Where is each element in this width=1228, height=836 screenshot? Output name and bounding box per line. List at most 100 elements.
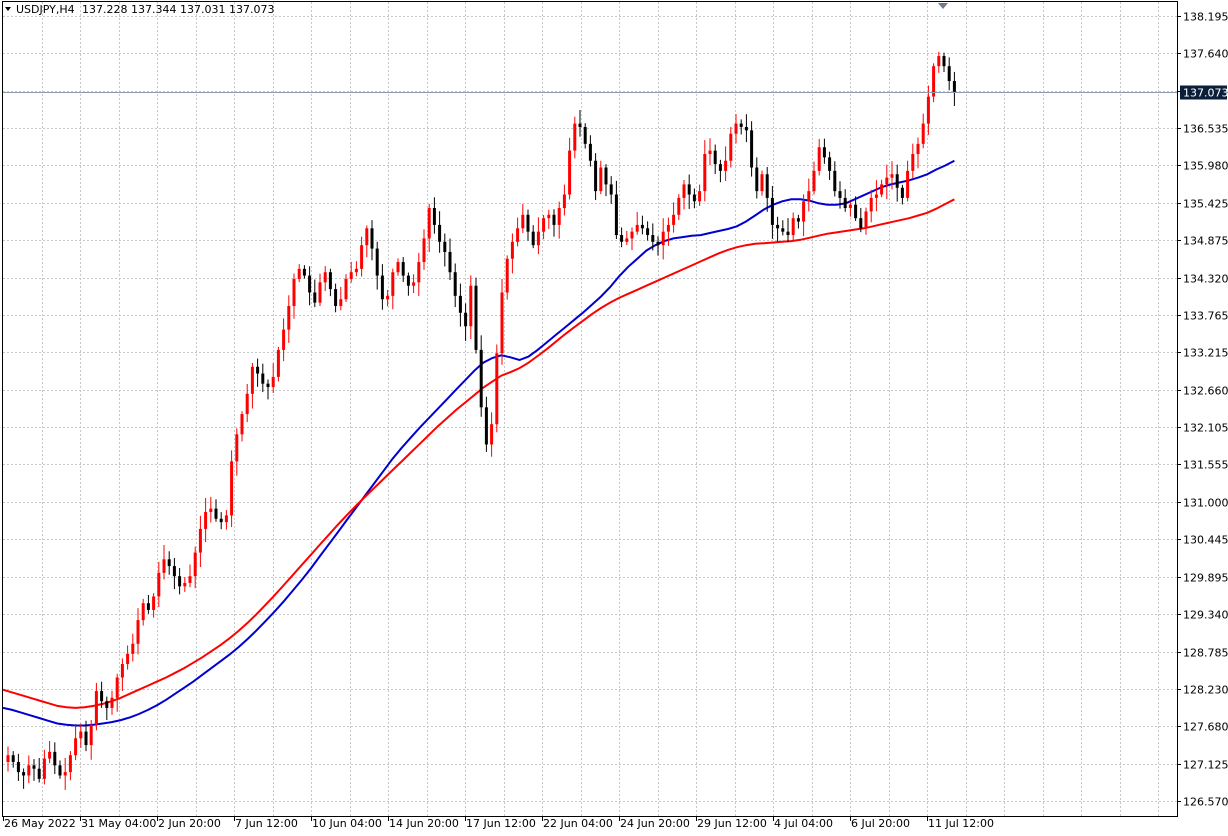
candle	[188, 564, 192, 588]
candle-body	[864, 211, 868, 229]
candle-body	[464, 312, 468, 327]
candle-body	[552, 214, 556, 225]
candle	[120, 658, 124, 691]
candle	[443, 233, 447, 267]
candle	[375, 241, 379, 290]
candle-body	[640, 224, 644, 229]
y-tick-label: 132.105	[1183, 422, 1228, 435]
candle-body	[188, 576, 192, 583]
y-tick-label: 130.445	[1183, 534, 1228, 547]
candle	[406, 272, 410, 296]
candle	[276, 346, 280, 382]
chart-shift-marker-icon[interactable]	[938, 3, 948, 9]
candle-body	[63, 772, 67, 776]
candle	[84, 720, 88, 752]
candle	[48, 740, 52, 764]
candle-body	[141, 603, 145, 621]
candle-body	[765, 174, 769, 198]
candle	[505, 255, 509, 300]
candle-body	[313, 292, 317, 303]
time-axis[interactable]: 26 May 2022 31 May 04:00 2 Jun 20:00 7 Jun …	[3, 816, 994, 830]
candle	[802, 194, 806, 237]
candle-body	[895, 174, 899, 188]
candle-body	[172, 566, 176, 577]
candle	[750, 121, 754, 177]
chevron-down-icon[interactable]	[5, 7, 11, 11]
candle	[635, 211, 639, 235]
candle	[848, 201, 852, 217]
candle-body	[89, 724, 93, 746]
candle	[245, 383, 249, 423]
candle	[178, 568, 182, 595]
candle	[115, 673, 119, 712]
candle	[308, 266, 312, 306]
candle	[859, 207, 863, 233]
candle-body	[261, 373, 265, 384]
candle	[822, 138, 826, 164]
candle-body	[240, 414, 244, 435]
candle	[349, 261, 353, 283]
candle-body	[926, 96, 930, 124]
x-tick-label: 26 May 2022	[4, 817, 76, 830]
price-axis[interactable]: 138.195137.640137.085136.535135.980135.4…	[1177, 11, 1228, 809]
candle	[620, 227, 624, 248]
candle-body	[890, 174, 894, 178]
candle-body	[703, 153, 707, 192]
candle-body	[786, 231, 790, 236]
candle-body	[635, 224, 639, 232]
candle-body	[859, 218, 863, 229]
ma-fast-line	[2, 159, 955, 727]
candle	[6, 746, 10, 772]
candle	[516, 217, 520, 247]
candle-body	[516, 228, 520, 242]
candle	[63, 757, 67, 790]
candle-body	[53, 751, 57, 766]
x-tick-label: 14 Jun 20:00	[389, 817, 459, 830]
candle	[739, 119, 743, 135]
candle	[89, 720, 93, 760]
candle-body	[802, 201, 806, 222]
candle	[53, 742, 57, 774]
candle	[328, 268, 332, 297]
candle-body	[505, 258, 509, 293]
y-tick-label: 136.535	[1183, 123, 1228, 136]
candle	[287, 295, 291, 343]
candle-body	[152, 596, 156, 610]
candle-body	[651, 235, 655, 242]
candle-body	[947, 66, 951, 82]
y-tick-label: 133.215	[1183, 347, 1228, 360]
candle	[526, 209, 530, 241]
candle-body	[100, 691, 104, 702]
candle-body	[490, 424, 494, 445]
price-tag-label: 137.073	[1183, 87, 1228, 100]
candle	[323, 266, 327, 291]
candle-body	[594, 160, 598, 192]
candle	[604, 164, 608, 197]
candle-body	[583, 126, 587, 144]
candle-body	[755, 167, 759, 192]
candle	[152, 593, 156, 618]
price-tag-background	[1180, 85, 1227, 100]
candle	[209, 496, 213, 523]
candle-body	[48, 751, 52, 759]
candle-body	[791, 218, 795, 236]
x-tick-label: 2 Jun 20:00	[158, 817, 221, 830]
candle	[708, 138, 712, 166]
candle-body	[536, 231, 540, 246]
candle-body	[630, 231, 634, 239]
candle	[874, 180, 878, 212]
candle	[464, 303, 468, 341]
x-tick-label: 6 Jul 20:00	[851, 817, 910, 830]
candle	[94, 682, 98, 731]
candle	[666, 217, 670, 246]
candle-body	[323, 272, 327, 283]
candle-body	[230, 461, 234, 516]
candle-body	[510, 241, 514, 259]
candle-body	[401, 262, 405, 276]
candle	[703, 140, 707, 202]
candle-body	[911, 153, 915, 171]
candle-body	[22, 772, 26, 776]
y-tick-label: 135.425	[1183, 198, 1228, 211]
